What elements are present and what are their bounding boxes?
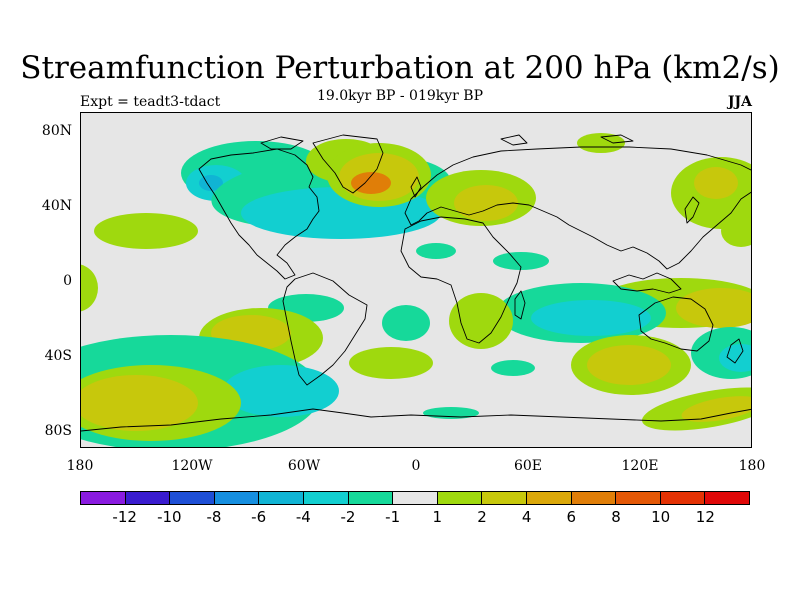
contour-region-neg1	[416, 243, 456, 259]
colorbar	[80, 491, 750, 505]
coast-africa	[400, 216, 522, 344]
colorbar-swatch	[660, 492, 706, 504]
lon-label-180w: 180	[66, 458, 94, 474]
contour-region-pos1	[577, 133, 625, 153]
lat-label-40s: 40S	[44, 348, 72, 364]
colorbar-swatch	[214, 492, 260, 504]
lon-label-120e: 120E	[621, 458, 659, 474]
colorbar-swatch	[437, 492, 483, 504]
coastlines	[81, 134, 751, 432]
colorbar-label: 6	[566, 508, 577, 526]
colorbar-swatch	[571, 492, 617, 504]
colorbar-swatch	[303, 492, 349, 504]
colorbar-swatch	[348, 492, 394, 504]
experiment-label: Expt = teadt3-tdact	[80, 94, 221, 110]
colorbar-label: 8	[611, 508, 621, 526]
coast-antarctica	[81, 408, 751, 432]
colorbar-label: 10	[651, 508, 671, 526]
colorbar-label: 1	[432, 508, 443, 526]
colorbar-swatch	[125, 492, 171, 504]
colorbar-label: 2	[477, 508, 487, 526]
lat-label-80n: 80N	[41, 123, 72, 139]
lat-label-80s: 80S	[44, 423, 72, 439]
contour-map	[81, 133, 751, 447]
colorbar-label: 4	[521, 508, 532, 526]
lat-label-0: 0	[63, 273, 72, 289]
contour-region-pos1	[721, 215, 751, 247]
contour-region-neg1	[493, 252, 549, 270]
contour-region-pos1	[81, 264, 98, 312]
coast-britain	[410, 176, 422, 198]
chart-subtitle: 19.0kyr BP - 019kyr BP	[316, 88, 483, 104]
colorbar-swatch	[526, 492, 572, 504]
contour-region-pos6	[351, 172, 391, 194]
colorbar-swatch	[259, 492, 304, 504]
contour-region-pos2	[587, 345, 671, 385]
contour-region-pos2	[676, 288, 751, 328]
coast-new-zealand	[726, 338, 744, 364]
colorbar-label: -12	[112, 508, 137, 526]
contour-region-neg2	[223, 365, 339, 417]
colorbar-label: -6	[251, 508, 267, 526]
colorbar-swatch	[616, 492, 661, 504]
lon-label-60e: 60E	[513, 458, 543, 474]
colorbar-label: -2	[340, 508, 356, 526]
contour-region-pos1	[449, 293, 513, 349]
coast-arctic-islands	[260, 134, 634, 150]
contour-region-neg1	[491, 360, 535, 376]
colorbar-swatch	[81, 492, 126, 504]
colorbar-swatch	[482, 492, 527, 504]
colorbar-label: 12	[695, 508, 715, 526]
contour-region-pos2	[694, 167, 738, 199]
colorbar-swatch	[705, 492, 749, 504]
contour-region-pos1	[349, 347, 433, 379]
coast-indonesia	[612, 272, 682, 294]
map-plot-area	[80, 112, 752, 448]
chart-title: Streamfunction Perturbation at 200 hPa (…	[20, 50, 780, 86]
contour-region-pos2	[81, 375, 198, 431]
contour-region-neg1	[382, 305, 430, 341]
lat-label-40n: 40N	[41, 198, 72, 214]
coast-south-america	[282, 272, 368, 386]
contour-region-pos2	[454, 185, 518, 221]
contour-region-pos1	[94, 213, 198, 249]
colorbar-label: -1	[385, 508, 401, 526]
coast-australia	[638, 296, 714, 352]
colorbar-label: -8	[206, 508, 222, 526]
contour-region-neg2	[531, 300, 651, 336]
coast-madagascar	[514, 290, 526, 320]
season-label: JJA	[727, 94, 752, 110]
coast-japan	[684, 196, 700, 224]
lon-label-60w: 60W	[287, 458, 321, 474]
colorbar-swatch	[393, 492, 438, 504]
colorbar-label: -10	[157, 508, 182, 526]
coast-greenland	[312, 134, 384, 194]
lon-label-120w: 120W	[171, 458, 213, 474]
colorbar-swatch	[170, 492, 215, 504]
colorbar-label: -4	[295, 508, 311, 526]
contour-region-neg1	[423, 407, 479, 419]
lon-label-0: 0	[411, 458, 421, 474]
coast-eurasia	[404, 146, 751, 270]
contour-region-pos2	[681, 396, 751, 422]
lon-label-180e: 180	[738, 458, 766, 474]
coast-north-america	[198, 148, 320, 280]
